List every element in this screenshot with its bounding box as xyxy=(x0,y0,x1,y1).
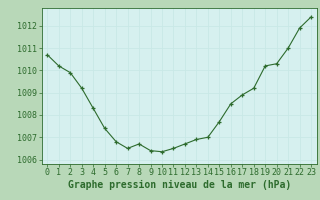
X-axis label: Graphe pression niveau de la mer (hPa): Graphe pression niveau de la mer (hPa) xyxy=(68,180,291,190)
